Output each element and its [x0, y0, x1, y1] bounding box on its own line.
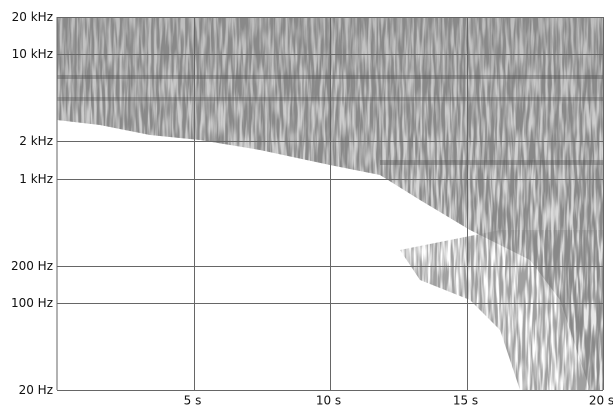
y-tick-label: 20 Hz — [19, 383, 53, 397]
y-tick-label: 100 Hz — [11, 296, 53, 310]
x-tick-label: 15 s — [453, 394, 478, 408]
y-tick-label: 20 kHz — [12, 10, 53, 24]
x-tick-label: 20 s — [589, 394, 613, 408]
chart: 20 Hz 100 Hz 200 Hz 1 kHz 2 kHz 10 kHz 20 kHz 5… — [0, 0, 613, 408]
x-tick-label: 10 s — [316, 394, 341, 408]
y-tick-label: 1 kHz — [19, 172, 53, 186]
y-tick-label: 200 Hz — [11, 259, 53, 273]
y-tick-label: 10 kHz — [12, 47, 53, 61]
y-tick-label: 2 kHz — [19, 134, 53, 148]
x-tick-label: 5 s — [184, 394, 202, 408]
page: 20 Hz 100 Hz 200 Hz 1 kHz 2 kHz 10 kHz 20 kHz 5… — [0, 0, 613, 408]
